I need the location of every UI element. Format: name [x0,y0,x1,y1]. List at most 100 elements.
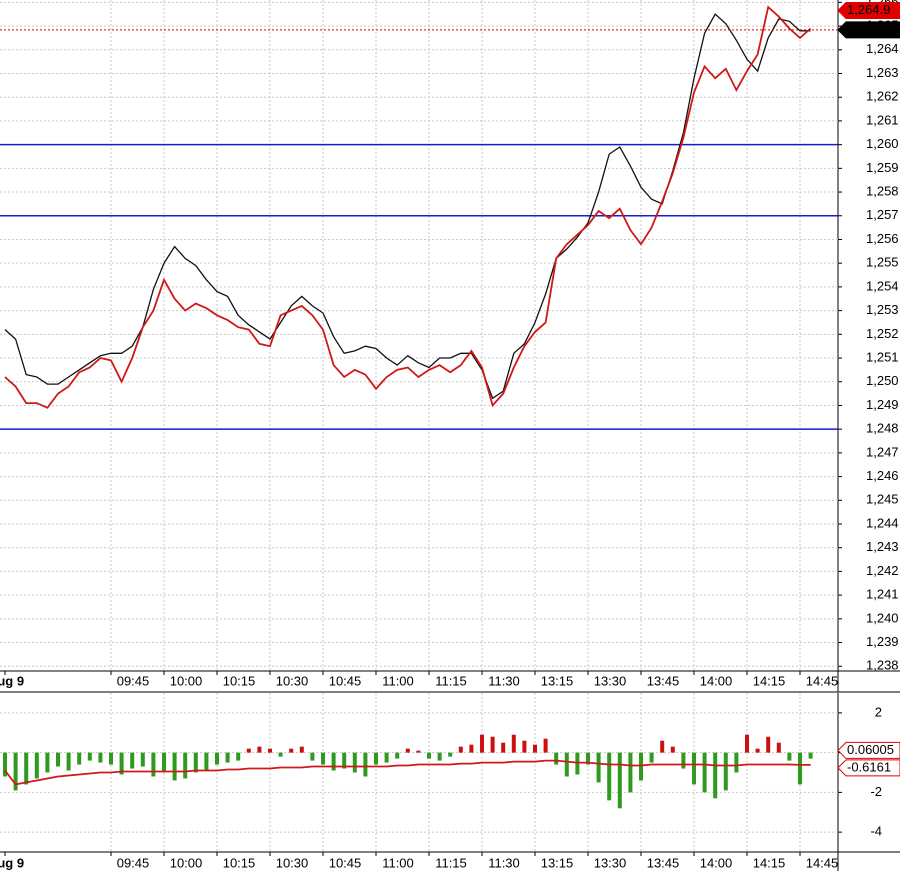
y-tick-label: 1,255 [866,255,899,270]
y-tick-label: -2 [870,784,882,799]
x-tick-label: 14:45 [806,673,839,688]
x-tick-label: Aug 9 [0,673,24,688]
histogram-bar [215,752,219,765]
histogram-bar [321,752,325,765]
x-tick-label: 11:30 [488,673,520,688]
histogram-bar [384,752,389,763]
histogram-bar [268,748,272,753]
histogram-bar [3,752,7,777]
histogram-bar [363,752,368,777]
histogram-bar [490,736,495,753]
x-tick-label: Aug 9 [0,855,24,870]
y-tick-label: 1,256 [866,231,899,246]
histogram-bar [374,752,378,765]
histogram-bar [310,752,315,761]
x-tick-label: 11:00 [382,855,414,870]
y-tick-label: 1,259 [866,160,899,175]
histogram-bar [193,752,198,773]
x-tick-label: 14:15 [753,673,786,688]
y-tick-label: 1,242 [866,563,899,578]
histogram-bar [660,740,665,753]
y-tick-label: 1,244 [866,515,899,530]
y-tick-label: 1,249 [866,397,899,412]
price-tag-label: -0.6161 [847,759,891,774]
price-tag [837,21,900,39]
histogram-bar [437,752,442,761]
histogram-bar [469,744,474,753]
y-tick-label: 1,263 [866,65,899,80]
price-tag [837,1,900,19]
histogram-bar [586,752,590,765]
histogram-bar [607,752,612,801]
x-tick-label: 11:15 [435,673,467,688]
histogram-bar [808,752,813,759]
histogram-bar [448,752,453,757]
y-tick-label: 1,264 [866,41,899,56]
y-tick-label: 1,261 [866,112,899,127]
histogram-bar [342,752,347,769]
histogram-bar [257,746,262,753]
x-tick-label: 13:30 [594,855,627,870]
histogram-bar [734,752,739,773]
x-tick-label: 11:30 [488,855,520,870]
histogram-bar [458,746,463,753]
histogram-bar [183,752,188,779]
x-tick-label: 13:15 [541,855,574,870]
x-tick-label: 10:00 [170,855,203,870]
histogram-bar [755,748,760,753]
histogram-bar [278,752,283,757]
x-tick-label: 11:00 [382,673,414,688]
y-tick-label: 1,253 [866,302,899,317]
x-tick-label: 10:45 [329,855,362,870]
histogram-bar [236,752,241,761]
histogram-bar [787,752,792,761]
histogram-bar [596,752,601,783]
histogram-bar [670,746,675,753]
histogram-bar [681,752,686,769]
histogram-bar [723,752,728,791]
histogram-bar [13,752,18,791]
histogram-bar [289,748,294,753]
y-tick-label: 1,243 [866,539,899,554]
x-tick-label: 11:15 [435,855,467,870]
y-tick-label: 1,262 [866,89,899,104]
x-tick-label: 09:45 [117,673,150,688]
histogram-bar [427,752,431,759]
histogram-bar [776,742,781,753]
histogram-bar [798,752,802,785]
histogram-bar [109,752,113,765]
histogram-bar [702,752,707,793]
y-tick-label: 1,240 [866,610,899,625]
x-tick-label: 13:30 [594,673,627,688]
y-tick-label: 1,251 [866,349,899,364]
histogram-bar [204,752,209,771]
y-tick-label: 1,245 [866,492,899,507]
histogram-bar [151,752,156,777]
signal-line [4,759,811,786]
histogram-bar [639,752,643,781]
histogram-bar [66,752,71,771]
histogram-bar [331,752,336,771]
histogram-bar [405,748,410,753]
y-tick-label: 1,247 [866,444,899,459]
histogram-bar [119,752,124,775]
y-tick-label: 2 [875,704,882,719]
histogram-bar [87,752,92,761]
price-line [4,5,812,409]
y-tick-label: 1,248 [866,421,899,436]
histogram-bar [617,752,622,809]
histogram-bar [24,752,29,785]
y-tick-label: 1,239 [866,634,899,649]
histogram-bar [522,740,527,753]
histogram-bar [511,734,516,753]
histogram-bar [172,752,177,781]
x-tick-label: 14:45 [806,855,839,870]
histogram-bar [34,752,39,779]
x-tick-label: 13:15 [541,673,574,688]
x-tick-label: 14:00 [700,673,733,688]
x-tick-label: 13:45 [647,673,680,688]
y-tick-label: 1,252 [866,326,899,341]
histogram-bar [628,752,633,793]
histogram-bar [745,734,749,753]
